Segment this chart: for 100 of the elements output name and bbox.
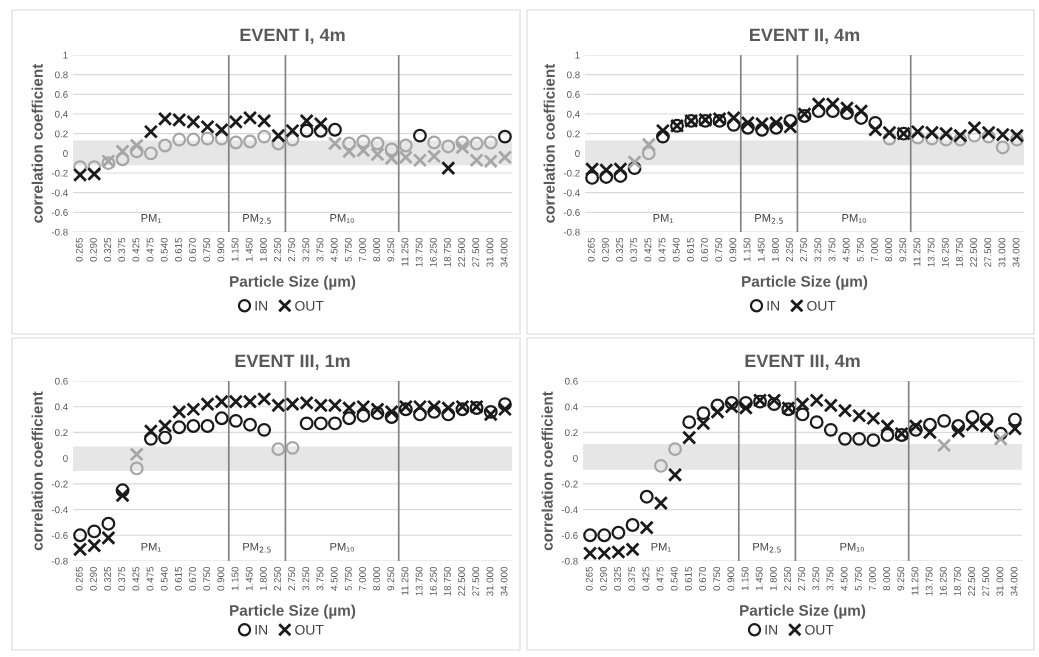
x-axis-title: Particle Size (µm) bbox=[740, 604, 866, 619]
x-tick-label: 7.000 bbox=[871, 237, 878, 262]
point bbox=[200, 131, 215, 146]
point bbox=[1007, 412, 1022, 427]
x-tick-label: 34.000 bbox=[1010, 566, 1018, 596]
point bbox=[129, 461, 144, 476]
annotation: PM₁₀ bbox=[842, 214, 866, 223]
x-tick-label: 11.250 bbox=[401, 237, 409, 266]
x-tick-label: 0.540 bbox=[672, 237, 680, 262]
x-tick-label: 8.000 bbox=[373, 237, 381, 262]
x-tick-label: 34.000 bbox=[500, 566, 508, 596]
point bbox=[115, 483, 130, 498]
x-tick-label: 0.290 bbox=[89, 237, 97, 262]
point bbox=[937, 413, 952, 428]
point bbox=[214, 411, 229, 426]
y-axis-title: correlation coefficient bbox=[541, 391, 553, 551]
point bbox=[627, 154, 642, 170]
y-tick-label: -0.2 bbox=[561, 480, 578, 488]
x-tick-label: 1.800 bbox=[259, 237, 267, 262]
x-tick-label: 0.750 bbox=[203, 237, 211, 262]
x-tick-label: 0.615 bbox=[684, 566, 692, 591]
x-tick-label: 8.000 bbox=[885, 237, 893, 262]
point bbox=[158, 430, 172, 445]
x-tick-label: 27.500 bbox=[472, 237, 480, 267]
chart-title: EVENT II, 4m bbox=[750, 28, 860, 44]
x-tick-label: 16.250 bbox=[429, 237, 437, 267]
point bbox=[767, 397, 782, 412]
point bbox=[243, 417, 257, 432]
x-tick-label: 0.750 bbox=[203, 566, 211, 591]
point bbox=[995, 140, 1010, 155]
point bbox=[910, 130, 925, 145]
x-tick-label: 22.500 bbox=[968, 566, 976, 596]
point bbox=[228, 135, 243, 150]
point bbox=[696, 406, 711, 421]
x-tick-label: 0.670 bbox=[189, 566, 196, 591]
point bbox=[795, 407, 810, 422]
y-tick-label: 0.4 bbox=[55, 403, 68, 411]
x-tick-label: 0.265 bbox=[585, 566, 593, 591]
point bbox=[73, 528, 88, 543]
x-tick-label: 1.450 bbox=[245, 237, 253, 262]
point bbox=[285, 132, 300, 147]
point bbox=[427, 135, 442, 150]
y-tick-label: 1 bbox=[575, 51, 580, 59]
x-tick-label: 2.250 bbox=[274, 237, 281, 262]
point bbox=[925, 131, 939, 146]
x-tick-label: 18.750 bbox=[956, 237, 963, 267]
x-tick-label: 18.750 bbox=[954, 566, 961, 596]
point bbox=[908, 418, 924, 434]
point bbox=[115, 488, 130, 503]
point bbox=[710, 398, 725, 413]
point bbox=[370, 406, 385, 421]
point bbox=[653, 458, 668, 473]
y-tick-label: 0.6 bbox=[565, 377, 578, 385]
point bbox=[939, 132, 954, 147]
point bbox=[965, 410, 980, 424]
x-tick-label: 0.325 bbox=[616, 237, 624, 262]
point bbox=[342, 136, 357, 151]
point bbox=[837, 403, 853, 418]
point bbox=[143, 431, 158, 446]
point bbox=[143, 146, 158, 161]
x-tick-label: 4.500 bbox=[840, 566, 848, 591]
point bbox=[880, 428, 895, 442]
x-tick-label: 0.750 bbox=[715, 237, 723, 262]
x-tick-label: 0.670 bbox=[699, 566, 706, 591]
x-tick-label: 0.475 bbox=[146, 237, 154, 262]
point bbox=[639, 520, 654, 535]
x-tick-label: 0.265 bbox=[75, 566, 83, 591]
x-tick-label: 34.000 bbox=[1012, 237, 1020, 267]
point bbox=[342, 411, 357, 426]
x-tick-label: 0.290 bbox=[599, 566, 607, 591]
annotation: PM₁₀ bbox=[330, 542, 354, 552]
annotation: PM₁₀ bbox=[330, 214, 354, 223]
x-tick-label: 0.475 bbox=[658, 237, 666, 262]
x-tick-label: 1.150 bbox=[231, 566, 239, 591]
point bbox=[936, 438, 952, 453]
point bbox=[585, 170, 600, 185]
point bbox=[641, 146, 656, 161]
point bbox=[299, 416, 314, 431]
legend-label: IN bbox=[765, 625, 777, 635]
x-tick-label: 0.325 bbox=[614, 566, 622, 591]
point bbox=[200, 419, 215, 433]
chart-title: EVENT I, 4m bbox=[240, 28, 345, 44]
x-tick-label: 0.615 bbox=[174, 566, 182, 591]
point bbox=[783, 113, 798, 128]
x-tick-label: 22.500 bbox=[458, 237, 466, 267]
x-tick-label: 0.540 bbox=[160, 566, 168, 591]
y-tick-label: -0.4 bbox=[51, 189, 68, 197]
x-tick-label: 1.450 bbox=[755, 566, 763, 591]
x-tick-label: 0.425 bbox=[132, 566, 140, 591]
point bbox=[1007, 421, 1022, 436]
x-tick-label: 18.750 bbox=[444, 566, 451, 596]
x-tick-label: 11.250 bbox=[911, 566, 919, 595]
point bbox=[370, 136, 385, 151]
x-tick-label: 0.615 bbox=[174, 237, 182, 262]
point bbox=[285, 123, 300, 138]
point bbox=[599, 169, 614, 184]
x-tick-label: 9.250 bbox=[899, 237, 907, 262]
point bbox=[655, 123, 671, 138]
legend-label: OUT bbox=[805, 624, 834, 635]
y-tick-label: 0.2 bbox=[567, 130, 580, 138]
